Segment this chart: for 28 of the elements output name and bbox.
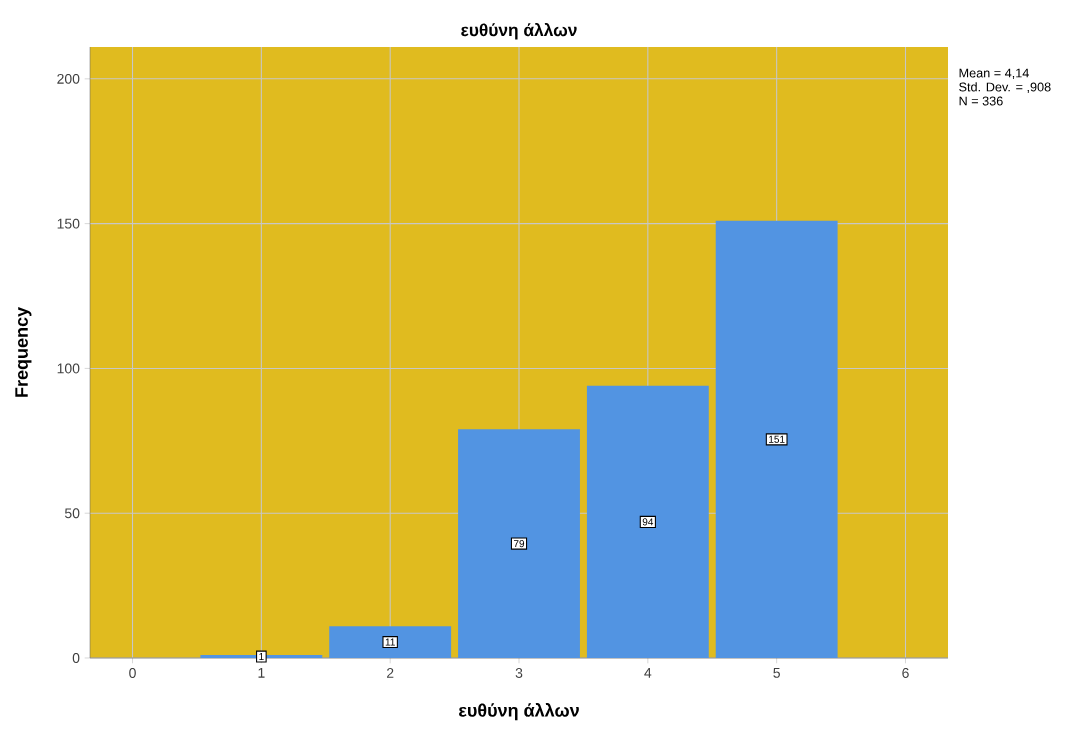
text: N = 336 — [959, 96, 1003, 106]
x-tick-label: 0 — [129, 668, 136, 678]
y-tick-label: 100 — [57, 363, 80, 374]
bar — [329, 626, 452, 658]
x-tick-label: 4 — [644, 668, 652, 678]
data-label: 151 — [769, 435, 785, 443]
x-tick-label: 2 — [387, 668, 394, 678]
text: Mean = 4,14 — [959, 68, 1029, 79]
y-axis-title: Frequency — [15, 307, 32, 397]
y-tick-label: 50 — [64, 508, 80, 519]
x-tick-label: 5 — [773, 668, 780, 678]
x-tick-label: 6 — [902, 668, 909, 678]
bar — [458, 429, 580, 658]
x-axis-title: ευθύνη άλλων — [459, 703, 579, 721]
bar — [586, 385, 709, 658]
bar — [715, 220, 838, 658]
chart-title: ευθύνη άλλων — [461, 23, 577, 40]
y-tick-label: 200 — [57, 73, 80, 84]
x-tick-label: 3 — [515, 668, 523, 678]
x-tick-label: 1 — [258, 668, 265, 678]
data-label: 94 — [642, 518, 654, 526]
y-tick-label: 150 — [57, 218, 80, 229]
y-tick-label: 0 — [72, 653, 80, 663]
text: Std. Dev. = ,908 — [959, 82, 1051, 93]
bar — [200, 655, 323, 658]
data-label: 11 — [385, 638, 395, 646]
data-label: 79 — [513, 540, 525, 548]
data-label: 1 — [259, 653, 264, 660]
